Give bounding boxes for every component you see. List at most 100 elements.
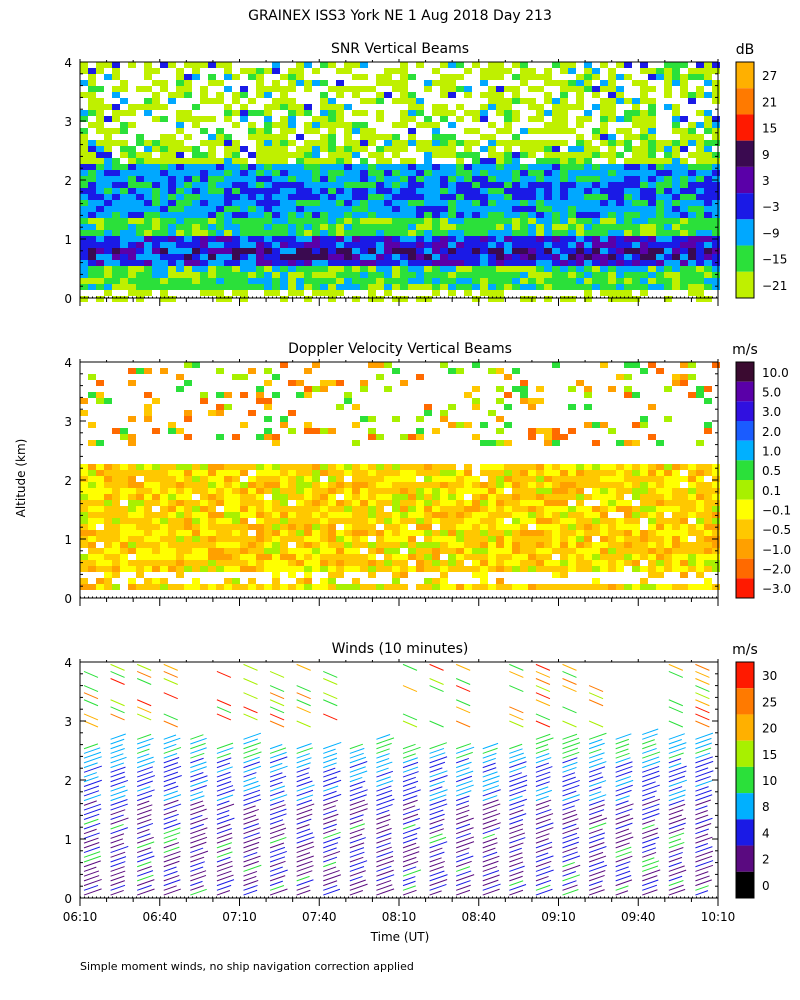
heat-cell [160,134,168,140]
heat-cell [504,176,512,182]
heat-cell [336,122,344,128]
heat-cell [320,110,328,116]
heat-cell [568,278,576,284]
heat-cell [688,542,696,548]
heat-cell [216,242,224,248]
heat-cell [264,428,272,434]
heat-cell [80,62,88,68]
heat-cell [464,140,472,146]
heat-cell [520,554,528,560]
heat-cell [472,518,480,524]
heat-cell [200,536,208,542]
heat-cell [624,182,632,188]
heat-cell [224,242,232,248]
heat-cell [192,146,200,152]
wind-barb [190,885,204,891]
heat-cell [600,236,608,242]
heat-cell [544,98,552,104]
heat-cell [688,392,696,398]
heat-cell [160,566,168,572]
wind-barb [190,856,205,863]
heat-cell [440,188,448,194]
heat-cell [648,98,656,104]
heat-cell [384,212,392,218]
heat-cell [448,176,456,182]
heat-cell [672,110,680,116]
wind-barb [190,742,206,750]
heat-cell [256,224,264,230]
heat-cell [512,248,520,254]
heat-cell [568,404,576,410]
heat-cell [352,578,360,584]
heat-cell [440,200,448,206]
heat-cell [488,518,496,524]
heat-cell [304,128,312,134]
wind-barb [190,752,205,759]
heat-cell [216,494,224,500]
heat-cell [288,584,296,590]
wind-barb [190,808,207,816]
heat-cell [696,152,704,158]
heat-cell [192,152,200,158]
heat-cell [176,188,184,194]
heat-cell [248,212,256,218]
heat-cell [256,92,264,98]
heat-cell [208,164,216,170]
heat-cell [352,488,360,494]
heat-cell [304,254,312,260]
wind-barb [83,794,102,802]
heat-cell [136,290,144,296]
heat-cell [560,572,568,578]
heat-cell [376,200,384,206]
heat-cell [344,566,352,572]
heat-cell [192,74,200,80]
heat-cell [520,182,528,188]
heat-cell [584,476,592,482]
heat-cell [680,200,688,206]
wind-barb [243,864,262,872]
heat-cell [480,146,488,152]
heat-cell [432,230,440,236]
heat-cell [248,218,256,224]
heat-cell [616,506,624,512]
heat-cell [680,236,688,242]
heat-cell [344,488,352,494]
wind-barb [137,818,152,825]
heat-cell [480,470,488,476]
wind-barb [110,678,125,685]
heat-cell [536,272,544,278]
heat-cell [144,146,152,152]
heat-cell [664,506,672,512]
heat-cell [80,176,88,182]
heat-cell [552,152,560,158]
heat-cell [536,530,544,536]
heat-cell [272,482,280,488]
heat-cell [208,98,216,104]
heat-cell [440,470,448,476]
heat-cell [240,272,248,278]
heat-cell [280,92,288,98]
heat-cell [344,212,352,218]
heat-cell [448,74,456,80]
heat-cell [576,86,584,92]
colorbar-label: 15 [762,122,777,136]
wind-barb [83,720,99,728]
wind-barb [243,814,257,821]
heat-cell [304,500,312,506]
heat-cell [376,116,384,122]
heat-cell [208,170,216,176]
heat-cell [528,236,536,242]
heat-cell [496,176,504,182]
heat-cell [312,254,320,260]
heat-cell [624,116,632,122]
heat-cell [408,500,416,506]
heat-cell [232,464,240,470]
heat-cell [80,524,88,530]
heat-cell [640,110,648,116]
heat-cell [120,110,128,116]
heat-cell [616,518,624,524]
heat-cell [712,170,720,176]
heat-cell [192,272,200,278]
heat-cell [96,242,104,248]
heat-cell [520,98,528,104]
